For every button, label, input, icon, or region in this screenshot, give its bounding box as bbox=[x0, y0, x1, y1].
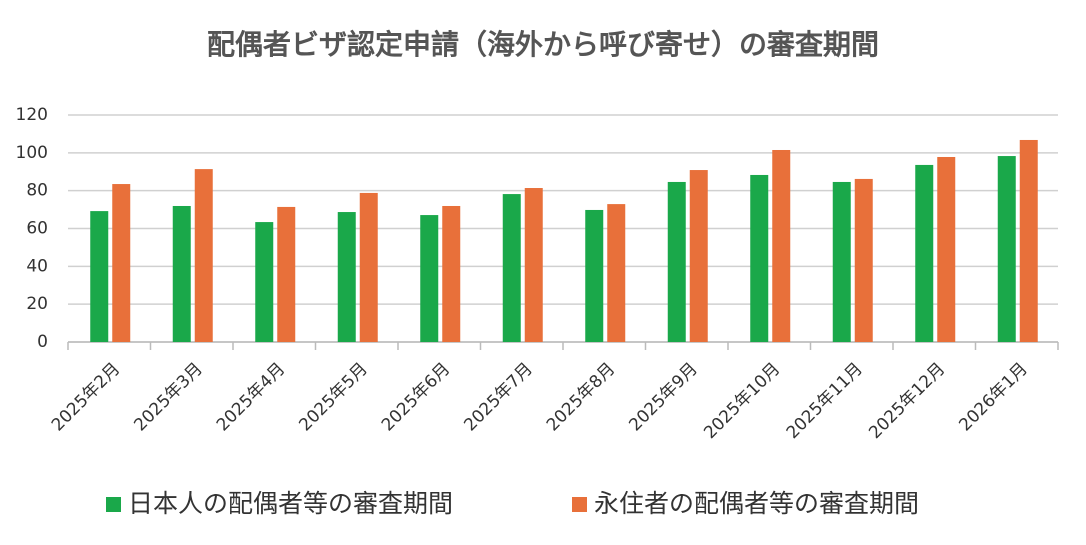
bar bbox=[915, 164, 934, 342]
x-tick-label: 2025年8月 bbox=[543, 359, 619, 435]
x-tick-label: 2025年12月 bbox=[865, 359, 949, 443]
bar bbox=[502, 194, 521, 342]
bar bbox=[1019, 139, 1038, 342]
y-tick-label: 20 bbox=[26, 294, 48, 314]
bar bbox=[772, 149, 791, 342]
bar bbox=[667, 181, 686, 342]
x-tick-label: 2025年9月 bbox=[625, 359, 701, 435]
bar bbox=[997, 156, 1016, 342]
y-tick-label: 80 bbox=[26, 181, 48, 201]
y-tick-label: 40 bbox=[26, 256, 48, 276]
bar bbox=[689, 170, 708, 342]
x-tick-label: 2025年10月 bbox=[700, 359, 784, 443]
y-tick-label: 60 bbox=[26, 219, 48, 239]
y-tick-label: 120 bbox=[16, 105, 48, 125]
legend-label: 日本人の配偶者等の審査期間 bbox=[128, 489, 453, 518]
bar bbox=[420, 215, 439, 342]
bar bbox=[194, 169, 213, 342]
x-tick-label: 2025年6月 bbox=[378, 359, 454, 435]
bar bbox=[337, 212, 356, 342]
bar bbox=[750, 174, 769, 342]
x-tick-label: 2025年2月 bbox=[48, 359, 124, 435]
bar bbox=[112, 184, 131, 342]
x-tick-label: 2025年5月 bbox=[295, 359, 371, 435]
bar bbox=[937, 156, 956, 342]
bar bbox=[607, 204, 626, 342]
bar bbox=[854, 178, 873, 342]
legend-swatch bbox=[572, 497, 587, 512]
chart-title: 配偶者ビザ認定申請（海外から呼び寄せ）の審査期間 bbox=[207, 28, 879, 61]
bar bbox=[585, 209, 604, 342]
legend-label: 永住者の配偶者等の審査期間 bbox=[594, 489, 919, 518]
x-tick-label: 2026年1月 bbox=[955, 359, 1031, 435]
bar bbox=[277, 206, 296, 342]
bar bbox=[90, 211, 109, 342]
bar bbox=[255, 222, 274, 342]
y-tick-label: 0 bbox=[37, 332, 48, 352]
bar bbox=[359, 192, 378, 342]
bar bbox=[172, 205, 191, 342]
bar bbox=[832, 181, 851, 342]
x-tick-label: 2025年3月 bbox=[130, 359, 206, 435]
legend-swatch bbox=[106, 497, 121, 512]
x-tick-label: 2025年11月 bbox=[783, 359, 867, 443]
x-tick-label: 2025年7月 bbox=[460, 359, 536, 435]
y-tick-label: 100 bbox=[16, 143, 48, 163]
bar bbox=[442, 205, 461, 342]
bar bbox=[524, 188, 543, 342]
x-tick-label: 2025年4月 bbox=[213, 359, 289, 435]
